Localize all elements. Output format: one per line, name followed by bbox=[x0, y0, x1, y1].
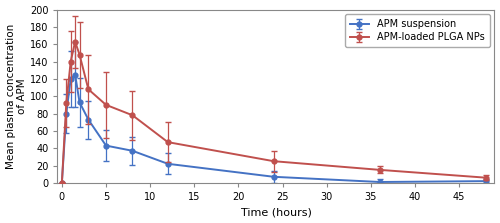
Y-axis label: Mean plasma concentration
of APM: Mean plasma concentration of APM bbox=[6, 24, 27, 169]
Legend: APM suspension, APM-loaded PLGA NPs: APM suspension, APM-loaded PLGA NPs bbox=[345, 14, 490, 47]
X-axis label: Time (hours): Time (hours) bbox=[240, 207, 312, 217]
